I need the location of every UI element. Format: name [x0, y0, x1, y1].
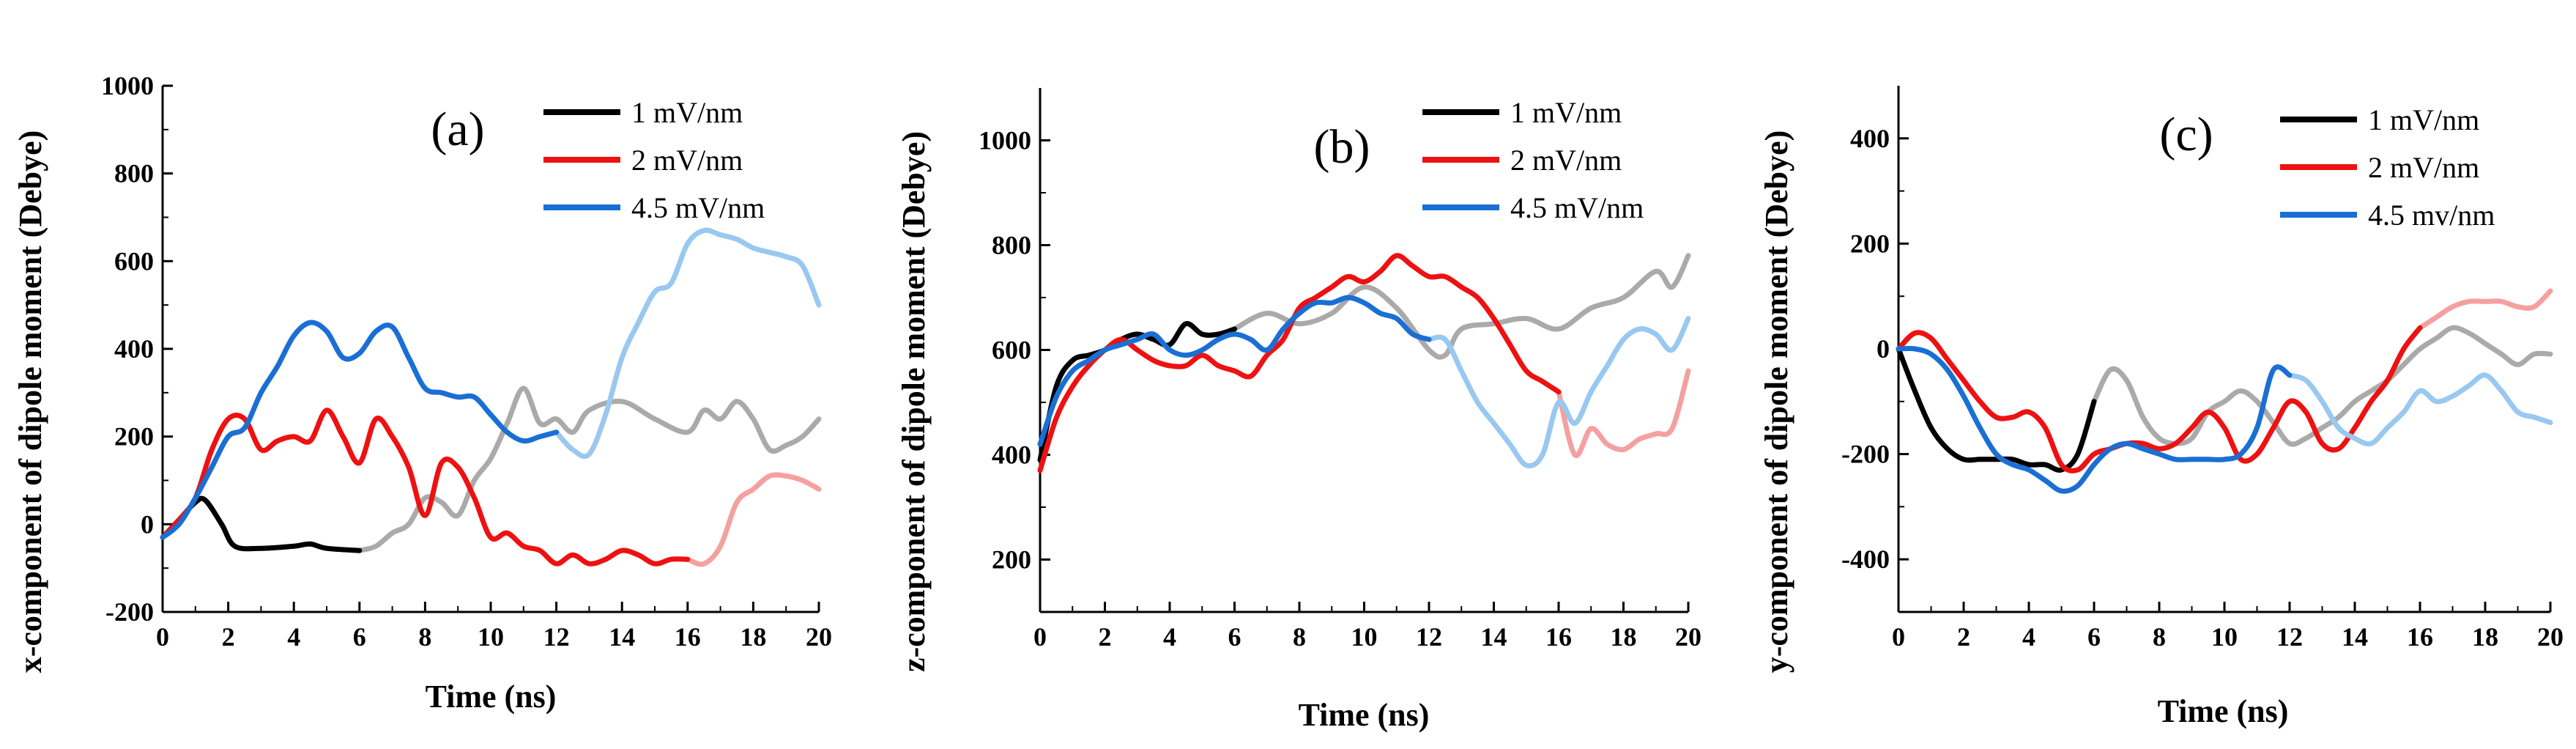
x-tick-label: 12 — [543, 622, 570, 652]
x-tick-label: 2 — [1099, 622, 1112, 652]
panel-a-label: (a) — [431, 103, 484, 156]
x-tick-label: 4 — [2022, 622, 2035, 652]
x-tick-label: 16 — [2407, 622, 2433, 652]
y-tick-label: -200 — [105, 597, 154, 627]
x-tick-label: 20 — [1675, 622, 1701, 652]
x-tick-label: 20 — [806, 622, 832, 652]
legend-label: 1 mV/nm — [631, 96, 743, 129]
panel-a-xlabel: Time (ns) — [426, 679, 557, 715]
x-tick-label: 18 — [2472, 622, 2498, 652]
y-tick-label: 200 — [1850, 229, 1890, 258]
legend-label: 1 mV/nm — [2368, 103, 2479, 136]
y-tick-label: 800 — [992, 231, 1031, 260]
panel-c-xlabel: Time (ns) — [2158, 693, 2289, 729]
x-tick-label: 0 — [1892, 622, 1905, 652]
panel-b-series-1-faded-line — [1232, 253, 1691, 360]
x-tick-label: 20 — [2537, 622, 2564, 652]
x-tick-label: 14 — [2342, 622, 2368, 652]
x-tick-label: 18 — [740, 622, 766, 652]
panel-c-series-2-line — [1896, 325, 2423, 473]
y-tick-label: 600 — [992, 336, 1031, 365]
legend-label: 4.5 mV/nm — [631, 191, 765, 224]
panel-c: y-component of dipole moment (Debye) Tim… — [1759, 86, 2564, 729]
x-tick-label: 0 — [1033, 622, 1047, 652]
panel-a-series-2-faded-line — [685, 472, 822, 567]
x-tick-label: 10 — [2211, 622, 2238, 652]
panel-a-series-3-faded-line — [554, 227, 822, 460]
x-tick-label: 8 — [2153, 622, 2166, 652]
legend-label: 2 mV/nm — [1510, 144, 1622, 177]
panel-c-label: (c) — [2159, 108, 2213, 161]
panel-c-series-3-faded-line — [2287, 372, 2553, 447]
x-tick-label: 14 — [609, 622, 635, 652]
panel-b-xlabel: Time (ns) — [1299, 697, 1430, 733]
x-tick-label: 8 — [418, 622, 431, 652]
x-tick-label: 12 — [1416, 622, 1442, 652]
y-tick-label: 1000 — [101, 71, 154, 100]
panel-c-series-1-line — [1896, 346, 2097, 473]
panel-b-ylabel: z-component of dipole moment (Debye) — [896, 131, 932, 672]
x-tick-label: 10 — [1351, 622, 1378, 652]
x-tick-label: 6 — [2087, 622, 2101, 652]
y-tick-label: 800 — [114, 159, 154, 188]
panel-c-series-1-faded-line — [2091, 325, 2553, 447]
y-tick-label: 1000 — [979, 126, 1031, 155]
x-tick-label: 16 — [675, 622, 701, 652]
y-tick-label: 600 — [114, 246, 154, 276]
y-tick-label: 400 — [114, 334, 154, 364]
panel-a: x-component of dipole moment (Debye) Tim… — [12, 71, 832, 715]
y-tick-label: 0 — [1877, 334, 1890, 364]
x-tick-label: 10 — [478, 622, 504, 652]
y-tick-label: -200 — [1841, 440, 1890, 469]
x-tick-label: 12 — [2276, 622, 2303, 652]
panel-c-ylabel: y-component of dipole moment (Debye) — [1759, 130, 1794, 674]
x-tick-label: 6 — [1228, 622, 1241, 652]
x-tick-label: 14 — [1481, 622, 1507, 652]
panel-b: z-component of dipole moment (Debye) Tim… — [896, 88, 1701, 733]
panel-b-series-3-faded-line — [1426, 316, 1691, 469]
y-tick-label: 200 — [992, 545, 1031, 575]
x-tick-label: 2 — [222, 622, 235, 652]
y-tick-label: -400 — [1841, 545, 1890, 574]
panel-b-series-1-line — [1037, 321, 1237, 463]
legend-label: 4.5 mv/nm — [2368, 199, 2495, 232]
panel-b-series-2-faded-line — [1556, 368, 1691, 458]
panel-b-label: (b) — [1314, 120, 1370, 174]
x-tick-label: 16 — [1545, 622, 1572, 652]
panel-a-series-1-faded-line — [357, 385, 822, 553]
panel-a-series-2-line — [160, 407, 691, 567]
x-tick-label: 4 — [287, 622, 300, 652]
x-tick-label: 2 — [1957, 622, 1970, 652]
x-tick-label: 8 — [1293, 622, 1306, 652]
y-tick-label: 0 — [141, 509, 154, 539]
x-tick-label: 4 — [1163, 622, 1176, 652]
legend-label: 1 mV/nm — [1510, 96, 1622, 129]
legend-label: 2 mV/nm — [631, 144, 743, 177]
panel-b-series-2-line — [1037, 253, 1562, 473]
legend-label: 4.5 mV/nm — [1510, 191, 1644, 224]
panel-b-series-3-line — [1037, 295, 1432, 447]
panel-a-series-3-line — [160, 320, 560, 540]
panel-c-series-3-line — [1896, 345, 2293, 494]
x-tick-label: 18 — [1611, 622, 1637, 652]
y-tick-label: 200 — [114, 422, 154, 451]
y-tick-label: 400 — [1850, 124, 1890, 153]
x-tick-label: 0 — [156, 622, 169, 652]
panel-c-series-2-faded-line — [2417, 288, 2553, 331]
x-tick-label: 6 — [353, 622, 366, 652]
y-tick-label: 400 — [992, 440, 1031, 470]
legend-label: 2 mV/nm — [2368, 151, 2479, 184]
panel-a-ylabel: x-component of dipole moment (Debye) — [12, 130, 48, 674]
